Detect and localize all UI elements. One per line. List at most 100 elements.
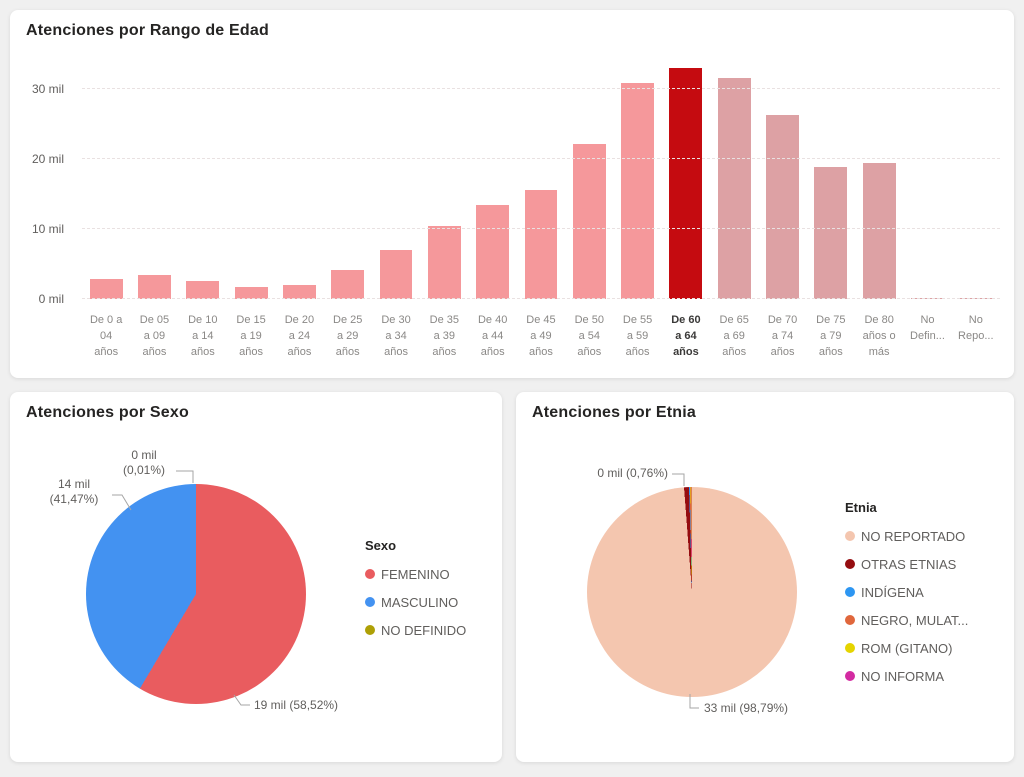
bar-De 10 a 14 años[interactable]: [186, 280, 220, 299]
legend-item-label: NO INFORMA: [861, 668, 945, 684]
bar-De 30 a 34 años[interactable]: [379, 250, 413, 299]
sexo-pie-chart-card: Atenciones por Sexo 0 mil (0,01%) 14 mil…: [10, 392, 502, 762]
bar-slot: [372, 54, 420, 299]
legend-dot-icon: [845, 587, 855, 597]
bar-De 45 a 49 años[interactable]: [524, 189, 558, 299]
bar-De 0 a 04 años[interactable]: [89, 278, 123, 299]
legend-item-no-reportado[interactable]: NO REPORTADO: [845, 522, 968, 550]
legend-item-label: MASCULINO: [381, 594, 459, 610]
x-axis-label: De 60 a 64 años: [671, 314, 701, 358]
bar-slot: [855, 54, 903, 299]
etnia-legend: Etnia NO REPORTADO OTRAS ETNIAS INDÍGENA NE…: [845, 500, 968, 690]
callout-connector: [672, 473, 685, 486]
callout-connector: [233, 694, 250, 706]
legend-dot-icon: [845, 643, 855, 653]
bar-De 80 años o más[interactable]: [862, 163, 896, 299]
y-tick-label: 30 mil: [31, 82, 64, 96]
x-axis-label: De 0 a 04 años: [89, 314, 123, 358]
x-axis-label: De 65 a 69 años: [719, 314, 749, 358]
bar-De 60 a 64 años[interactable]: [669, 68, 703, 299]
bar-slot: [662, 54, 710, 299]
legend-item-label: INDÍGENA: [861, 584, 924, 600]
callout-masculino: 14 mil (41,47%): [40, 477, 108, 507]
bar-slot: [420, 54, 468, 299]
x-axis-label: De 75 a 79 años: [816, 314, 846, 358]
bar-De 55 a 59 años[interactable]: [621, 82, 655, 299]
bar-De 15 a 19 años[interactable]: [234, 287, 268, 299]
x-axis-label: De 25 a 29 años: [333, 314, 363, 358]
legend-item-otras-etnias[interactable]: OTRAS ETNIAS: [845, 550, 968, 578]
bar-slot: [613, 54, 661, 299]
x-axis-label: De 10 a 14 años: [188, 314, 218, 358]
sexo-legend-title: Sexo: [365, 538, 397, 553]
callout-line: 0 mil (0,76%): [597, 466, 668, 480]
x-axis-label: De 40 a 44 años: [477, 314, 508, 358]
legend-item-label: NO REPORTADO: [861, 528, 966, 544]
etnia-chart-title: Atenciones por Etnia: [532, 404, 697, 421]
y-axis: 0 mil 10 mil 20 mil 30 mil: [10, 54, 70, 306]
bar-De 35 a 39 años[interactable]: [427, 225, 461, 299]
x-axis-label: De 70 a 74 años: [767, 314, 798, 358]
callout-no-reportado: 33 mil (98,79%): [704, 701, 788, 716]
age-bar-chart-card: Atenciones por Rango de Edad 0 mil 10 mil…: [10, 10, 1014, 378]
legend-item-masculino[interactable]: MASCULINO: [365, 588, 466, 616]
bar-slot: [710, 54, 758, 299]
x-axis-label: De 15 a 19 años: [236, 314, 266, 358]
bar-slot: [179, 54, 227, 299]
legend-item-femenino[interactable]: FEMENINO: [365, 560, 466, 588]
bar-De 50 a 54 años[interactable]: [572, 144, 606, 299]
y-tick-label: 10 mil: [31, 222, 64, 236]
age-chart-title: Atenciones por Rango de Edad: [26, 22, 269, 39]
bar-slot: [275, 54, 323, 299]
x-axis-label: De 50 a 54 años: [574, 314, 604, 358]
legend-item-label: NO DEFINIDO: [381, 622, 467, 638]
x-axis-label: De 35 a 39 años: [429, 314, 460, 358]
x-axis-label: No Defin...: [910, 314, 945, 342]
callout-connector: [176, 470, 194, 483]
bar-De 70 a 74 años[interactable]: [766, 114, 799, 299]
legend-item-negro-mulat-[interactable]: NEGRO, MULAT...: [845, 606, 968, 634]
legend-dot-icon: [365, 625, 375, 635]
legend-item-rom-gitano-[interactable]: ROM (GITANO): [845, 634, 968, 662]
bar-slot: [903, 54, 951, 299]
bar-De 75 a 79 años[interactable]: [814, 166, 848, 299]
callout-line: (41,47%): [49, 492, 99, 506]
callout-otras-etnias: 0 mil (0,76%): [574, 466, 668, 481]
gridline: [82, 158, 1000, 159]
bar-slot: [517, 54, 565, 299]
bar-De 20 a 24 años[interactable]: [282, 285, 316, 299]
bar-De 25 a 29 años[interactable]: [331, 270, 365, 299]
sexo-pie[interactable]: [86, 484, 306, 704]
x-axis-label: De 20 a 24 años: [284, 314, 315, 358]
gridline: [82, 298, 1000, 299]
bar-slot: [758, 54, 806, 299]
callout-line: 19 mil (58,52%): [254, 698, 339, 712]
callout-line: 0 mil: [131, 448, 157, 462]
legend-item-label: NEGRO, MULAT...: [861, 612, 969, 628]
bar-slot: [130, 54, 178, 299]
bar-De 40 a 44 años[interactable]: [476, 205, 510, 299]
legend-dot-icon: [845, 531, 855, 541]
y-tick-label: 0 mil: [38, 292, 64, 306]
bar-slot: [324, 54, 372, 299]
x-axis-label: De 80 años o más: [862, 314, 896, 358]
callout-line: (0,01%): [122, 463, 166, 477]
legend-dot-icon: [845, 615, 855, 625]
etnia-pie-chart-card: Atenciones por Etnia 0 mil (0,76%) 33 mi…: [516, 392, 1014, 762]
bar-slot: [565, 54, 613, 299]
bar-De 05 a 09 años[interactable]: [138, 275, 171, 299]
bar-slot: [82, 54, 130, 299]
x-axis-label: De 55 a 59 años: [622, 314, 653, 358]
legend-item-ind-gena[interactable]: INDÍGENA: [845, 578, 968, 606]
etnia-legend-title: Etnia: [845, 500, 877, 515]
legend-item-no-informa[interactable]: NO INFORMA: [845, 662, 968, 690]
callout-femenino: 19 mil (58,52%): [254, 698, 338, 713]
bars-row: [82, 54, 1000, 299]
etnia-pie[interactable]: [587, 487, 797, 697]
bar-slot: [469, 54, 517, 299]
bar-De 65 a 69 años[interactable]: [717, 77, 751, 299]
x-axis-label: De 30 a 34 años: [381, 314, 411, 358]
bar-slot: [227, 54, 275, 299]
legend-dot-icon: [845, 559, 855, 569]
legend-item-no-definido[interactable]: NO DEFINIDO: [365, 616, 466, 644]
